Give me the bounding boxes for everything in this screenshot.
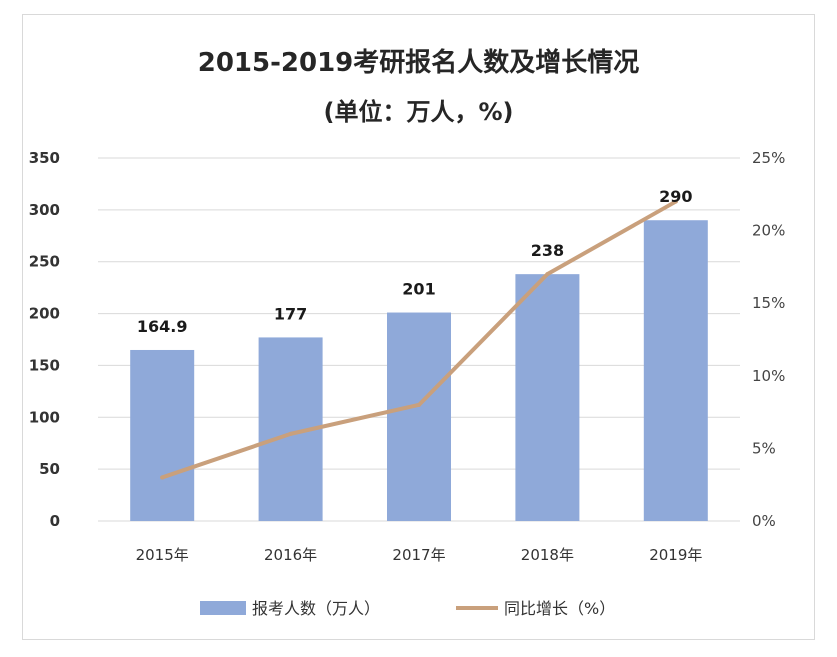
y-left-tick-label: 250	[29, 253, 60, 271]
y-left-tick-label: 300	[29, 201, 60, 219]
y-left-tick-label: 50	[39, 460, 60, 478]
y-left-tick-label: 100	[29, 408, 60, 426]
bar-data-label: 164.9	[137, 317, 188, 336]
y-right-tick-label: 10%	[752, 367, 785, 385]
bar	[130, 349, 195, 521]
bar	[643, 220, 708, 521]
y-left-tick-label: 150	[29, 356, 60, 374]
y-left-tick-label: 350	[29, 149, 60, 167]
x-tick-label: 2016年	[264, 546, 317, 564]
y-right-tick-label: 20%	[752, 222, 785, 240]
chart-subtitle: (单位：万人，%)	[323, 98, 514, 126]
bar-data-label: 177	[274, 304, 307, 323]
bar-data-label: 290	[659, 187, 692, 206]
x-tick-label: 2018年	[521, 546, 574, 564]
x-tick-label: 2019年	[649, 546, 702, 564]
x-tick-label: 2017年	[392, 546, 445, 564]
line-point	[160, 475, 165, 480]
line-point	[673, 199, 678, 204]
y-left-tick-label: 0	[50, 512, 60, 530]
line-point	[288, 431, 293, 436]
y-right-tick-label: 5%	[752, 439, 776, 457]
y-right-tick-label: 15%	[752, 294, 785, 312]
legend-label-bars: 报考人数（万人）	[252, 599, 380, 618]
bar	[515, 274, 580, 521]
line-point	[417, 402, 421, 407]
bar-data-label: 238	[531, 241, 564, 260]
legend-label-line: 同比增长（%）	[504, 599, 615, 618]
legend-swatch-bars	[200, 601, 246, 615]
bar-data-label: 201	[402, 280, 435, 299]
chart-title: 2015-2019考研报名人数及增长情况	[197, 48, 640, 78]
y-right-tick-label: 25%	[752, 149, 785, 167]
y-right-tick-label: 0%	[752, 512, 776, 530]
line-point	[545, 272, 550, 277]
x-tick-label: 2015年	[136, 546, 189, 564]
bar	[387, 312, 451, 521]
y-left-tick-label: 200	[29, 305, 60, 323]
